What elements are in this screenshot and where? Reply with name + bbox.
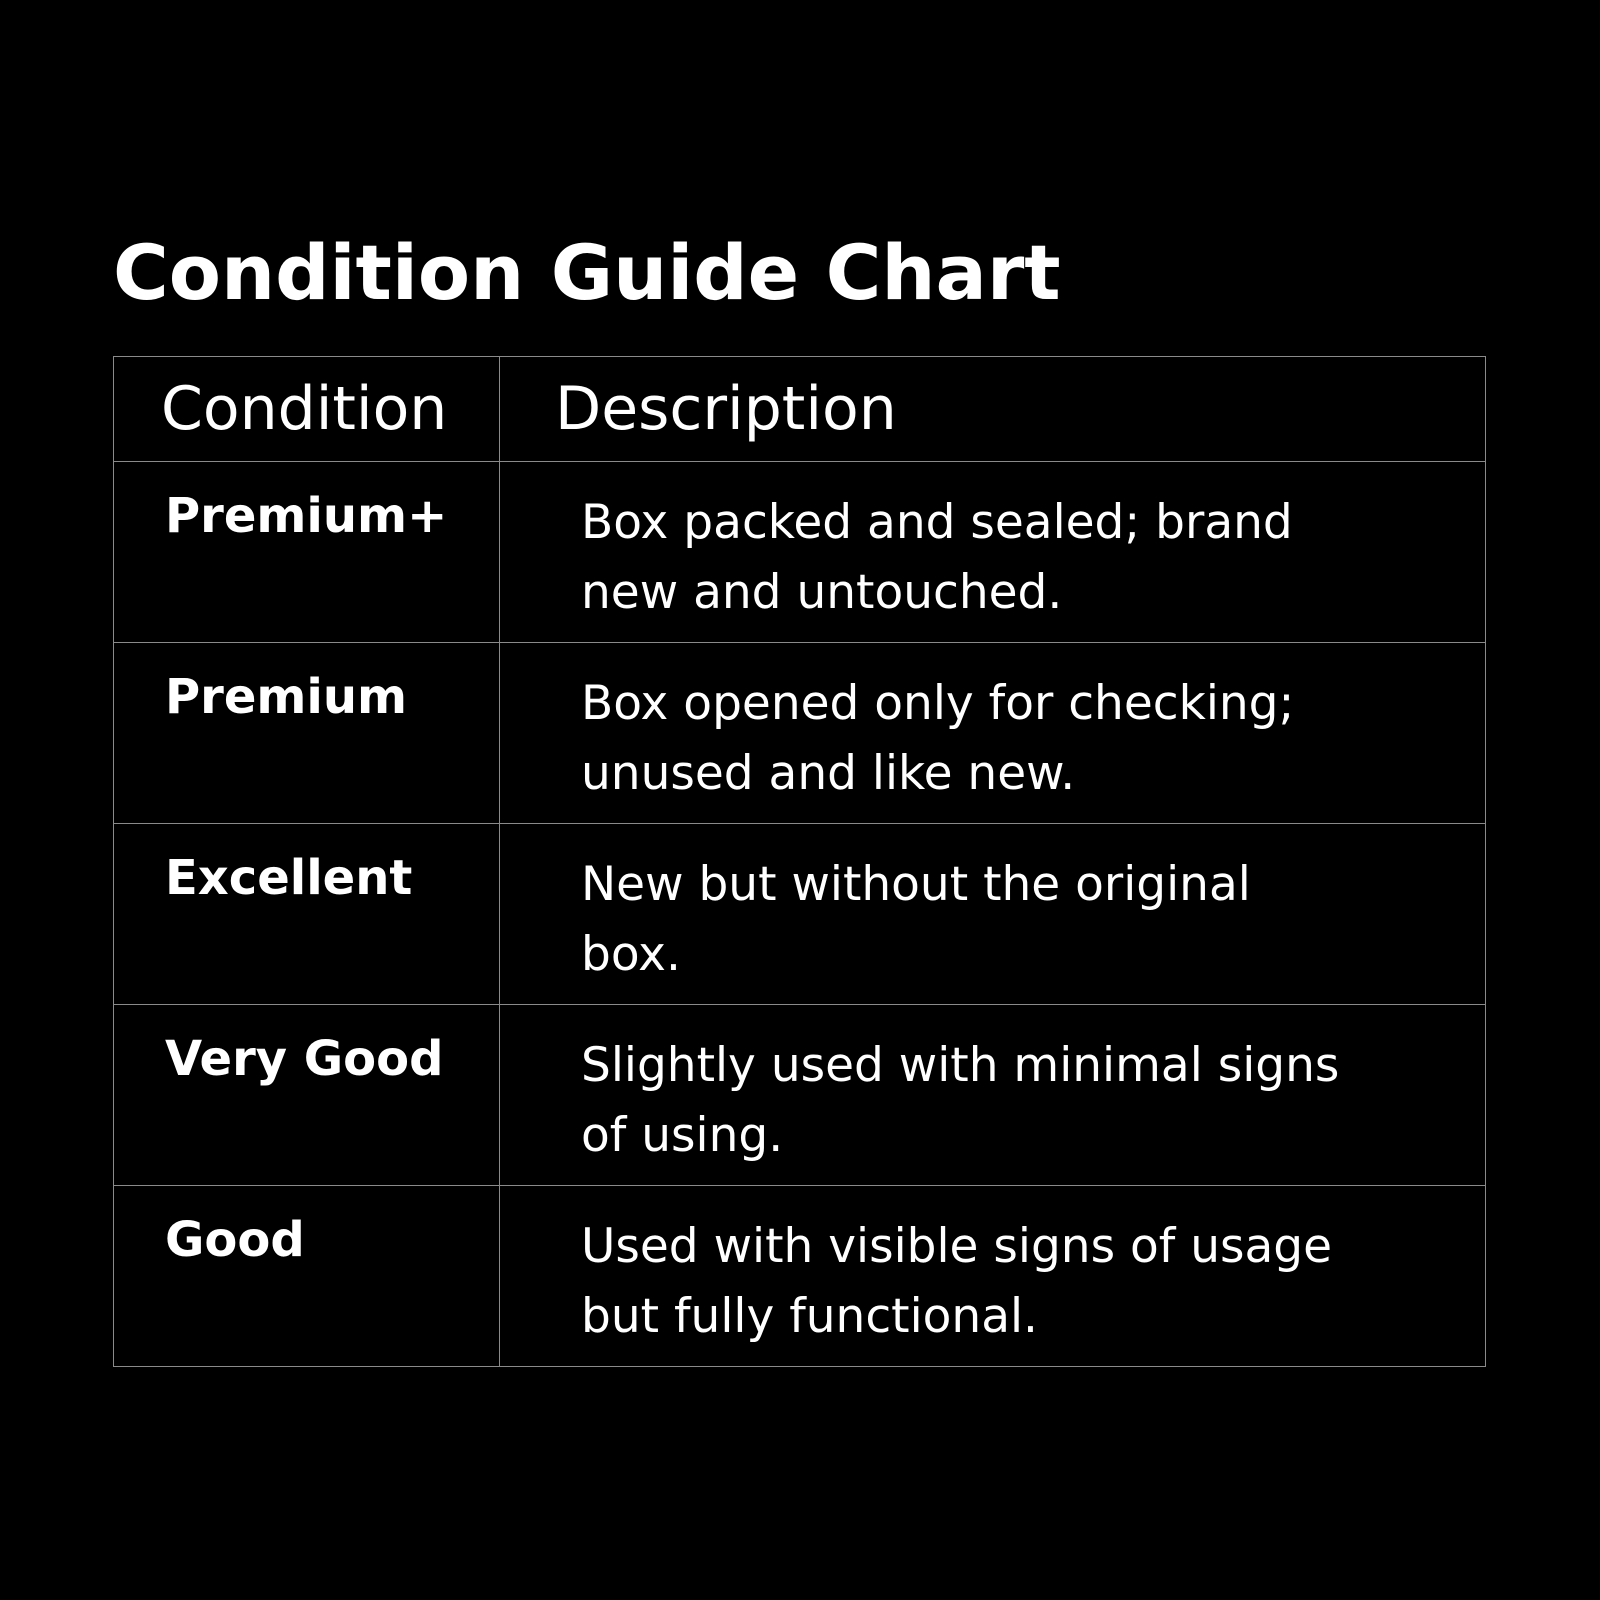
- description-cell: Box packed and sealed; brand new and unt…: [499, 461, 1486, 643]
- table-header-row: Condition Description: [113, 356, 1486, 462]
- condition-table: Condition Description Premium+ Box packe…: [113, 356, 1486, 1367]
- description-cell: Box opened only for checking; unused and…: [499, 642, 1486, 824]
- table-row: Excellent New but without the original b…: [113, 823, 1486, 1005]
- description-line: Slightly used with minimal signs: [581, 1038, 1340, 1093]
- description-line: new and untouched.: [581, 565, 1063, 620]
- description-line: of using.: [581, 1108, 784, 1163]
- description-line: but fully functional.: [581, 1289, 1038, 1344]
- description-line: New but without the original: [581, 857, 1251, 912]
- condition-cell: Premium+: [113, 461, 500, 643]
- description-line: box.: [581, 927, 681, 982]
- description-line: Used with visible signs of usage: [581, 1219, 1333, 1274]
- description-cell: New but without the original box.: [499, 823, 1486, 1005]
- condition-cell: Good: [113, 1185, 500, 1367]
- condition-cell: Excellent: [113, 823, 500, 1005]
- description-line: Box packed and sealed; brand: [581, 495, 1293, 550]
- header-description: Description: [499, 356, 1486, 462]
- table-row: Premium+ Box packed and sealed; brand ne…: [113, 461, 1486, 643]
- condition-cell: Premium: [113, 642, 500, 824]
- page-title: Condition Guide Chart: [113, 228, 1061, 317]
- table-row: Very Good Slightly used with minimal sig…: [113, 1004, 1486, 1186]
- header-condition: Condition: [113, 356, 500, 462]
- description-line: unused and like new.: [581, 746, 1076, 801]
- condition-cell: Very Good: [113, 1004, 500, 1186]
- table-row: Good Used with visible signs of usage bu…: [113, 1185, 1486, 1367]
- table-row: Premium Box opened only for checking; un…: [113, 642, 1486, 824]
- description-cell: Slightly used with minimal signs of usin…: [499, 1004, 1486, 1186]
- description-line: Box opened only for checking;: [581, 676, 1295, 731]
- description-cell: Used with visible signs of usage but ful…: [499, 1185, 1486, 1367]
